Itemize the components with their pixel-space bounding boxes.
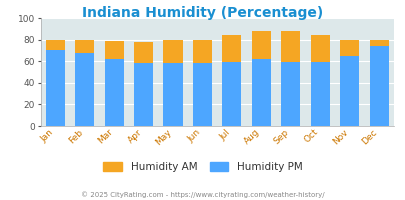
Bar xyxy=(281,62,300,126)
Bar xyxy=(163,40,182,63)
Bar xyxy=(281,31,300,62)
Bar xyxy=(134,42,153,63)
Bar xyxy=(251,59,270,126)
Bar xyxy=(46,40,65,50)
Bar xyxy=(46,50,65,126)
Bar xyxy=(339,40,358,56)
Bar xyxy=(134,63,153,126)
Bar xyxy=(163,63,182,126)
Bar xyxy=(75,53,94,126)
Text: © 2025 CityRating.com - https://www.cityrating.com/weather-history/: © 2025 CityRating.com - https://www.city… xyxy=(81,191,324,198)
Bar xyxy=(192,63,211,126)
Bar xyxy=(104,59,124,126)
Bar xyxy=(310,35,329,62)
Bar xyxy=(369,40,388,46)
Bar xyxy=(222,35,241,62)
Bar xyxy=(222,62,241,126)
Bar xyxy=(75,40,94,53)
Bar xyxy=(339,56,358,126)
Bar xyxy=(104,41,124,59)
Text: Indiana Humidity (Percentage): Indiana Humidity (Percentage) xyxy=(82,6,323,20)
Bar xyxy=(369,46,388,126)
Bar xyxy=(310,62,329,126)
Bar xyxy=(192,40,211,63)
Legend: Humidity AM, Humidity PM: Humidity AM, Humidity PM xyxy=(103,162,302,172)
Bar xyxy=(251,31,270,59)
